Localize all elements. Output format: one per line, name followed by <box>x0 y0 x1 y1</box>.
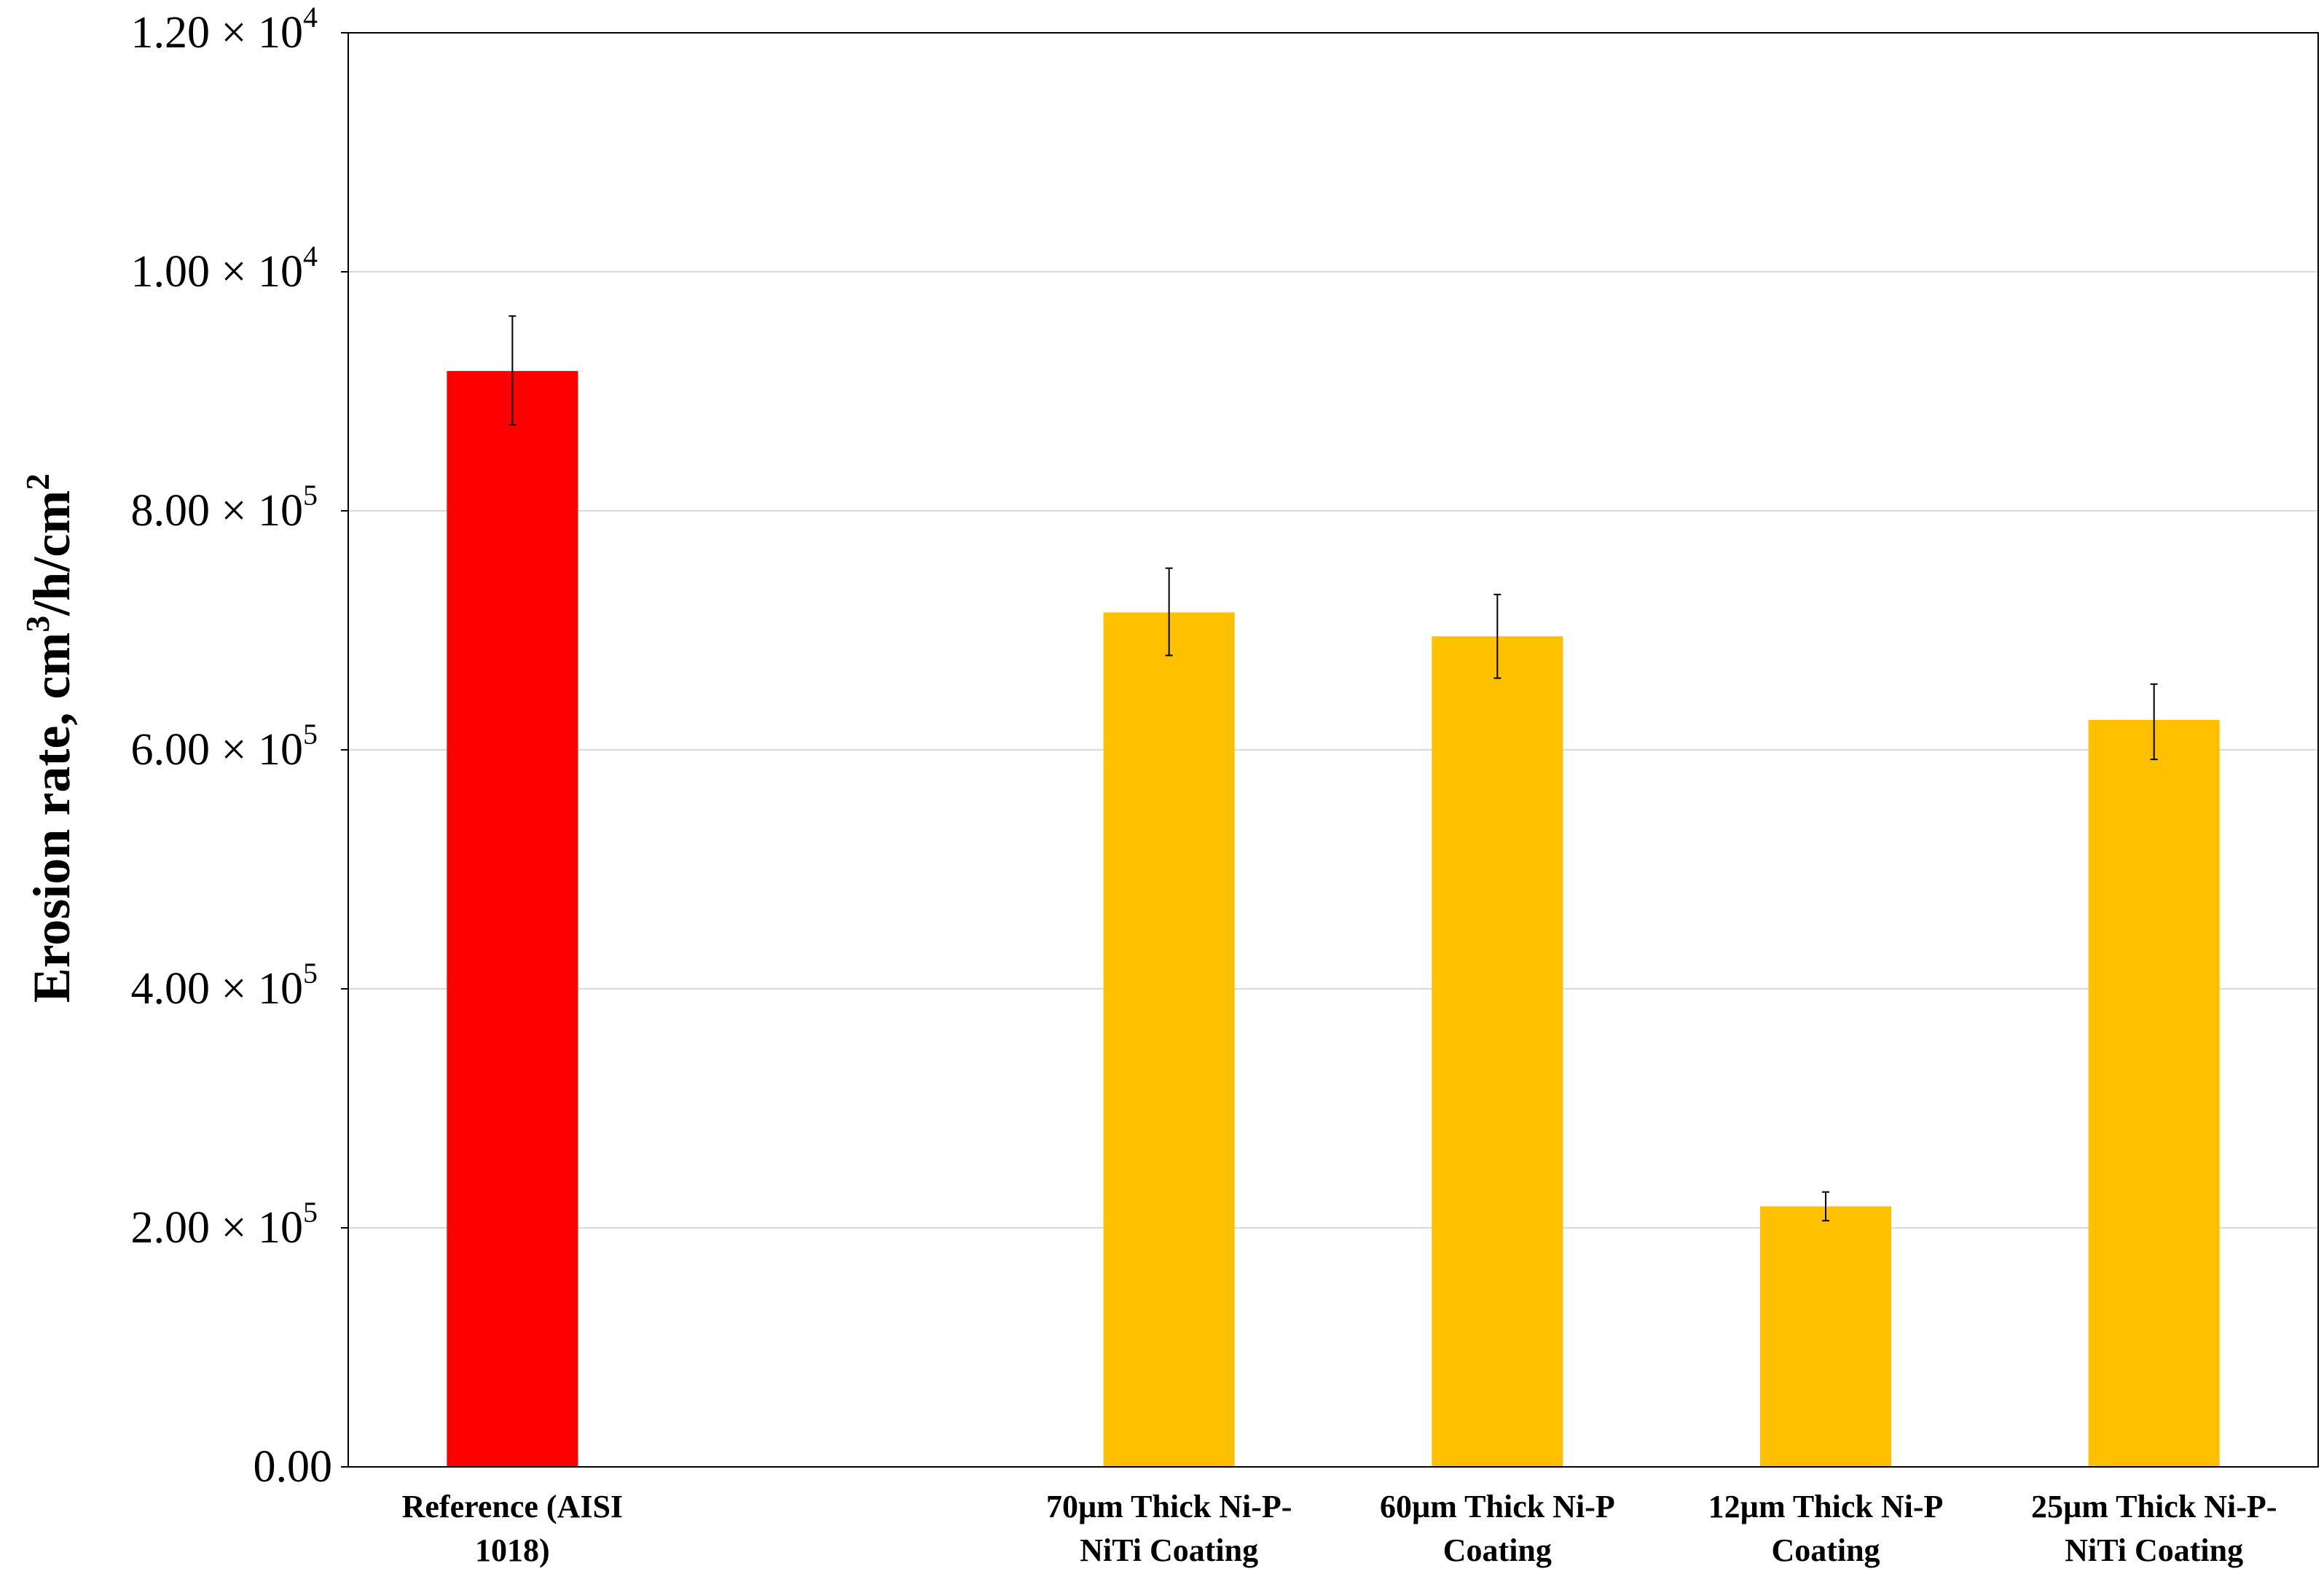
bar <box>1760 1206 1891 1467</box>
y-tick-label: 1.00 × 104 <box>131 240 318 297</box>
x-category-label: Reference (AISI 1018) <box>402 1489 623 1568</box>
gridlines <box>348 271 2318 1229</box>
y-tick-label: 0.00 <box>254 1442 333 1492</box>
bar <box>447 371 578 1467</box>
bar <box>1103 612 1235 1467</box>
x-category-label: 12µm Thick Ni-P Coating <box>1708 1489 1944 1568</box>
bars <box>447 371 2220 1468</box>
error-bar <box>1493 593 1501 679</box>
x-category-label: 25µm Thick Ni-P-NiTi Coating <box>2031 1489 2277 1568</box>
y-tick-label: 2.00 × 105 <box>131 1196 318 1253</box>
y-tick-label: 8.00 × 105 <box>131 479 318 536</box>
x-axis-labels: Reference (AISI 1018) 70µm Thick Ni-P-NiTi… <box>402 1489 2277 1568</box>
error-bar <box>2150 683 2158 761</box>
bar <box>2088 720 2220 1467</box>
error-bar <box>509 315 517 426</box>
y-tick-label: 1.20 × 104 <box>131 1 318 58</box>
y-axis-title: Erosion rate, cm3/h/cm2 <box>19 474 81 1003</box>
x-category-label: 60µm Thick Ni-P Coating <box>1380 1489 1615 1568</box>
error-bars <box>509 315 2158 1222</box>
x-category-label: 70µm Thick Ni-P-NiTi Coating <box>1046 1489 1292 1568</box>
y-tick-label: 6.00 × 105 <box>131 718 318 775</box>
y-axis-ticks: 0.00 2.00 × 105 4.00 × 105 6.00 × 105 8.00 ×… <box>131 1 348 1492</box>
error-bar <box>1165 567 1173 657</box>
error-bar <box>1822 1191 1829 1222</box>
y-tick-label: 4.00 × 105 <box>131 957 318 1014</box>
bar <box>1432 636 1563 1468</box>
